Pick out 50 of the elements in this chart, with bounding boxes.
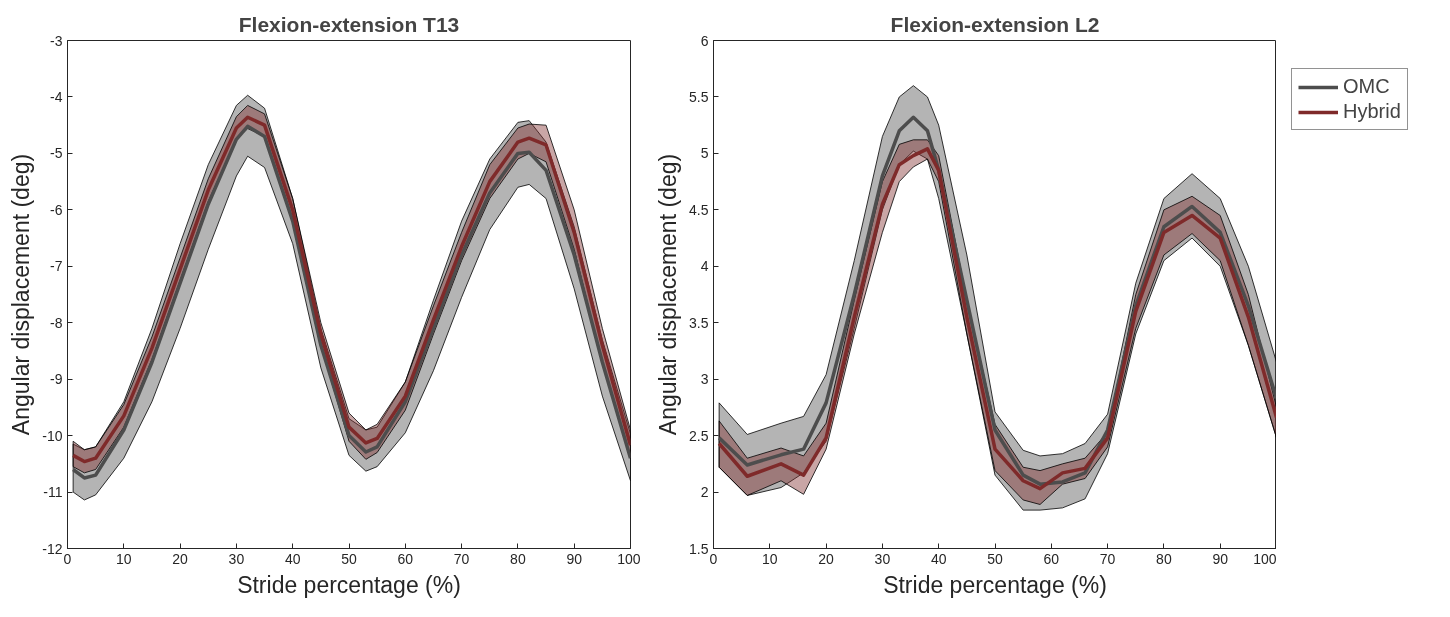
y-tick-label: 1.5 [689, 540, 709, 557]
y-tick-label: 4 [700, 258, 709, 275]
y-tick-label: 2 [700, 484, 709, 501]
x-tick-label: 30 [228, 550, 245, 567]
x-tick-label: 90 [1212, 550, 1229, 567]
x-tick-label: 20 [172, 550, 189, 567]
y-tick-label: -3 [50, 32, 63, 49]
legend-label: Hybrid [1343, 100, 1401, 123]
x-tick-label: 100 [617, 550, 641, 567]
y-tick-label: -6 [50, 201, 63, 218]
y-tick-label: -8 [50, 314, 63, 331]
x-tick-label: 60 [1043, 550, 1060, 567]
x-tick-label: 50 [341, 550, 357, 567]
x-tick-label: 20 [818, 550, 835, 567]
x-tick-label: 10 [116, 550, 132, 567]
y-tick-label: 3.5 [689, 314, 709, 331]
x-tick-label: 10 [762, 550, 778, 567]
chart-title: Flexion-extension T13 [238, 12, 460, 36]
x-tick-label: 50 [987, 550, 1003, 567]
y-axis-title: Angular displacement (deg) [8, 153, 35, 436]
y-axis-title: Angular displacement (deg) [655, 153, 682, 436]
x-tick-label: 30 [874, 550, 891, 567]
x-tick-label: 80 [1156, 550, 1172, 567]
x-tick-label: 0 [709, 550, 718, 567]
y-tick-label: 6 [700, 32, 709, 49]
x-tick-label: 70 [453, 550, 470, 567]
x-tick-label: 90 [566, 550, 583, 567]
x-tick-label: 80 [510, 550, 526, 567]
y-tick-label: 2.5 [689, 427, 709, 444]
x-axis-title: Stride percentage (%) [883, 571, 1107, 598]
x-tick-label: 40 [284, 550, 301, 567]
y-tick-label: -4 [50, 88, 63, 105]
y-tick-label: 5.5 [689, 88, 709, 105]
x-tick-label: 60 [397, 550, 414, 567]
y-tick-label: 5 [700, 145, 709, 162]
legend-label: OMC [1343, 75, 1390, 98]
x-tick-label: 70 [1099, 550, 1116, 567]
y-tick-label: -11 [43, 484, 63, 501]
y-tick-label: 3 [700, 371, 709, 388]
x-tick-label: 100 [1253, 550, 1277, 567]
y-tick-label: 4.5 [689, 201, 709, 218]
x-tick-label: 40 [930, 550, 947, 567]
y-tick-label: -10 [42, 427, 63, 444]
y-tick-label: -5 [50, 145, 63, 162]
y-tick-label: -7 [50, 258, 63, 275]
y-tick-label: -9 [50, 371, 63, 388]
y-tick-label: -12 [42, 540, 63, 557]
x-tick-label: 0 [63, 550, 72, 567]
chart-title: Flexion-extension L2 [890, 12, 1100, 36]
x-axis-title: Stride percentage (%) [237, 571, 461, 598]
